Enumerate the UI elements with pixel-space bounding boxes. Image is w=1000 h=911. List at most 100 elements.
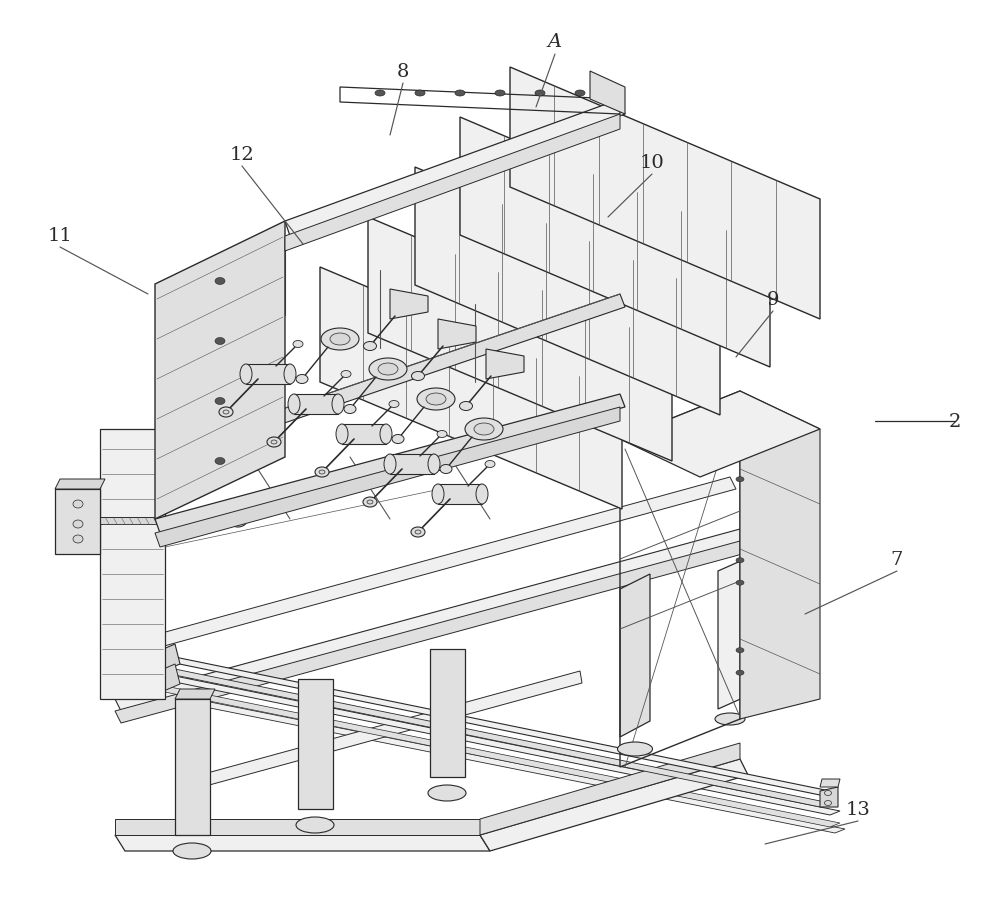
Ellipse shape: [321, 329, 359, 351]
Ellipse shape: [288, 394, 300, 415]
Polygon shape: [620, 574, 650, 737]
Ellipse shape: [428, 455, 440, 475]
Ellipse shape: [428, 785, 466, 801]
Polygon shape: [590, 72, 625, 115]
Polygon shape: [155, 407, 620, 548]
Ellipse shape: [215, 278, 225, 285]
Ellipse shape: [271, 441, 277, 445]
Text: 13: 13: [846, 800, 870, 818]
Ellipse shape: [715, 713, 745, 725]
Polygon shape: [438, 485, 482, 505]
Ellipse shape: [267, 437, 281, 447]
Polygon shape: [155, 394, 625, 534]
Ellipse shape: [344, 405, 356, 414]
Polygon shape: [342, 425, 386, 445]
Ellipse shape: [618, 742, 652, 756]
Ellipse shape: [415, 530, 421, 535]
Ellipse shape: [229, 514, 247, 527]
Polygon shape: [486, 350, 524, 380]
Ellipse shape: [824, 791, 832, 795]
Polygon shape: [390, 290, 428, 320]
Ellipse shape: [465, 418, 503, 441]
Ellipse shape: [173, 843, 211, 859]
Polygon shape: [298, 680, 333, 809]
Polygon shape: [285, 115, 620, 251]
Text: A: A: [548, 33, 562, 51]
Polygon shape: [480, 759, 748, 851]
Ellipse shape: [363, 497, 377, 507]
Ellipse shape: [736, 670, 744, 675]
Ellipse shape: [440, 465, 452, 474]
Polygon shape: [175, 700, 210, 835]
Ellipse shape: [575, 91, 585, 97]
Ellipse shape: [389, 401, 399, 408]
Text: 7: 7: [891, 550, 903, 568]
Polygon shape: [115, 819, 480, 835]
Polygon shape: [200, 671, 582, 787]
Polygon shape: [155, 221, 285, 519]
Polygon shape: [155, 667, 830, 807]
Text: 9: 9: [767, 291, 779, 309]
Ellipse shape: [411, 527, 425, 537]
Polygon shape: [390, 455, 434, 475]
Text: 8: 8: [397, 63, 409, 81]
Polygon shape: [165, 294, 625, 463]
Ellipse shape: [73, 520, 83, 528]
Ellipse shape: [319, 470, 325, 475]
Polygon shape: [415, 168, 720, 415]
Ellipse shape: [293, 341, 303, 348]
Ellipse shape: [455, 91, 465, 97]
Ellipse shape: [736, 580, 744, 586]
Ellipse shape: [476, 485, 488, 505]
Polygon shape: [55, 489, 100, 555]
Ellipse shape: [284, 364, 296, 384]
Ellipse shape: [535, 91, 545, 97]
Ellipse shape: [215, 338, 225, 345]
Ellipse shape: [315, 467, 329, 477]
Ellipse shape: [736, 558, 744, 563]
Ellipse shape: [341, 371, 351, 378]
Polygon shape: [820, 779, 840, 787]
Text: 12: 12: [230, 146, 254, 164]
Polygon shape: [368, 218, 672, 462]
Ellipse shape: [375, 91, 385, 97]
Polygon shape: [115, 541, 746, 723]
Ellipse shape: [296, 817, 334, 833]
Polygon shape: [718, 559, 745, 710]
Text: 11: 11: [48, 227, 72, 245]
Ellipse shape: [736, 648, 744, 653]
Text: 2: 2: [949, 413, 961, 431]
Polygon shape: [620, 392, 820, 477]
Ellipse shape: [392, 435, 404, 444]
Ellipse shape: [219, 407, 233, 417]
Ellipse shape: [412, 372, 424, 381]
Ellipse shape: [364, 343, 376, 351]
Polygon shape: [100, 517, 230, 525]
Ellipse shape: [369, 359, 407, 381]
Ellipse shape: [330, 333, 350, 345]
Ellipse shape: [380, 425, 392, 445]
Ellipse shape: [240, 364, 252, 384]
Ellipse shape: [432, 485, 444, 505]
Ellipse shape: [296, 375, 308, 384]
Polygon shape: [160, 687, 840, 827]
Polygon shape: [460, 118, 770, 368]
Ellipse shape: [426, 394, 446, 405]
Polygon shape: [294, 394, 338, 415]
Ellipse shape: [460, 402, 473, 411]
Ellipse shape: [824, 801, 832, 805]
Ellipse shape: [417, 389, 455, 411]
Polygon shape: [55, 479, 105, 489]
Ellipse shape: [223, 411, 229, 415]
Polygon shape: [155, 655, 830, 795]
Polygon shape: [175, 690, 215, 700]
Ellipse shape: [736, 477, 744, 482]
Polygon shape: [438, 320, 476, 350]
Ellipse shape: [336, 425, 348, 445]
Polygon shape: [115, 529, 746, 711]
Polygon shape: [320, 268, 622, 509]
Ellipse shape: [73, 536, 83, 543]
Polygon shape: [115, 835, 490, 851]
Polygon shape: [140, 477, 736, 651]
Ellipse shape: [495, 91, 505, 97]
